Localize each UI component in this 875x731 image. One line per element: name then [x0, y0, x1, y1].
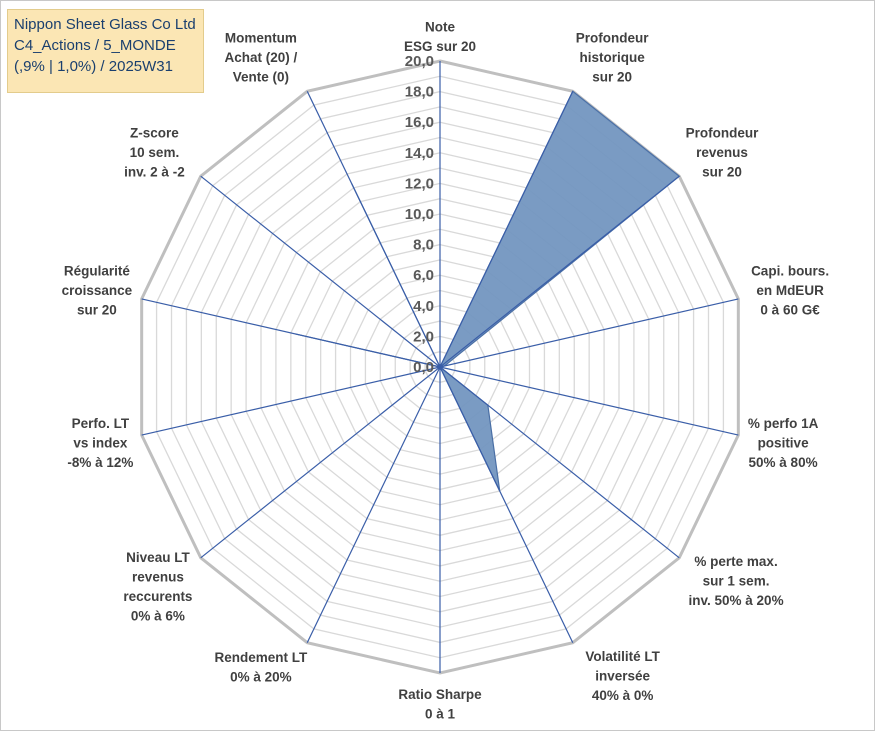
- radar-tick-label: 2,0: [413, 328, 434, 345]
- radar-spoke: [306, 366, 441, 643]
- radar-tick-label: 8,0: [413, 237, 434, 254]
- radar-spoke: [141, 366, 441, 436]
- chart-title-box: Nippon Sheet Glass Co Ltd C4_Actions / 5…: [7, 9, 204, 93]
- radar-tick-label: 18,0: [405, 84, 434, 101]
- radar-axis-label: Z-score 10 sem. inv. 2 à -2: [124, 126, 185, 180]
- title-company: Nippon Sheet Glass Co Ltd: [14, 16, 196, 33]
- radar-axis-label: Note ESG sur 20: [404, 20, 476, 55]
- radar-axis-label: Profondeur historique sur 20: [576, 30, 649, 84]
- radar-axis-label: Perfo. LT vs index -8% à 12%: [67, 416, 133, 470]
- radar-spoke: [439, 91, 574, 368]
- radar-axis-label: Volatilité LT inversée 40% à 0%: [585, 649, 660, 703]
- radar-axis-label: Ratio Sharpe 0 à 1: [398, 687, 482, 722]
- radar-axis-label: Régularité croissance sur 20: [62, 263, 133, 317]
- radar-spoke: [141, 298, 441, 368]
- radar-axis-label: Niveau LT revenus reccurents 0% à 6%: [123, 550, 192, 624]
- radar-spoke: [439, 298, 739, 368]
- radar-axis-label: % perfo 1A positive 50% à 80%: [748, 416, 819, 470]
- radar-tick-label: 0,0: [413, 359, 434, 376]
- radar-axis-label: Rendement LT 0% à 20%: [215, 650, 309, 685]
- radar-axis-label: Capi. bours. en MdEUR 0 à 60 G€: [751, 263, 829, 317]
- radar-spoke: [439, 366, 680, 559]
- radar-tick-label: 16,0: [405, 114, 434, 131]
- radar-axis-label: % perte max. sur 1 sem. inv. 50% à 20%: [689, 554, 784, 608]
- radar-axis-label: Profondeur revenus sur 20: [686, 126, 759, 180]
- radar-axis-label: Momentum Achat (20) / Vente (0): [225, 30, 298, 84]
- radar-spoke: [200, 175, 441, 368]
- radar-spoke: [439, 175, 680, 368]
- radar-tick-label: 20,0: [405, 53, 434, 70]
- radar-spoke: [306, 91, 441, 368]
- radar-tick-label: 10,0: [405, 206, 434, 223]
- radar-spoke: [439, 366, 739, 436]
- radar-spoke: [200, 366, 441, 559]
- radar-tick-label: 4,0: [413, 298, 434, 315]
- title-params: (,9% | 1,0%) / 2025W31: [14, 58, 173, 75]
- title-category: C4_Actions / 5_MONDE: [14, 37, 176, 54]
- radar-spoke: [439, 366, 574, 643]
- radar-tick-label: 14,0: [405, 145, 434, 162]
- radar-tick-label: 6,0: [413, 267, 434, 284]
- radar-data-series: [295, 90, 681, 492]
- radar-tick-label: 12,0: [405, 175, 434, 192]
